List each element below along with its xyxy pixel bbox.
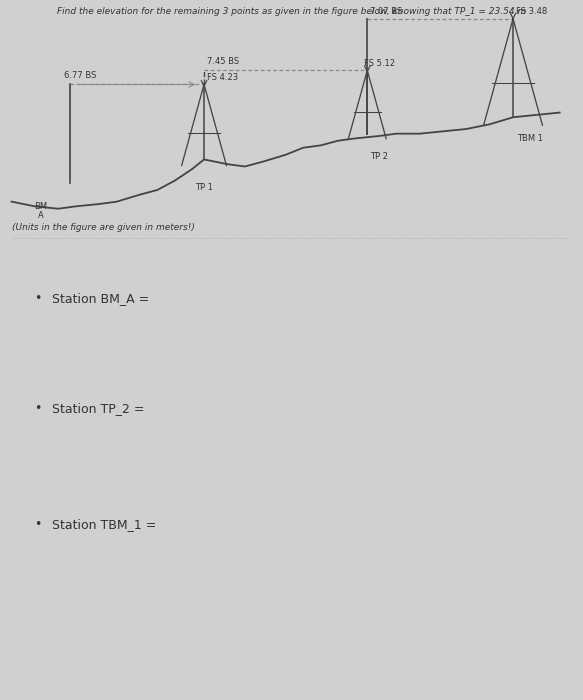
- Text: Station TBM_1 =: Station TBM_1 =: [52, 518, 157, 531]
- Text: Station TP_2 =: Station TP_2 =: [52, 402, 145, 415]
- Text: BM
A: BM A: [34, 202, 47, 220]
- Text: Station BM_A =: Station BM_A =: [52, 292, 150, 304]
- Text: 7.07 BS: 7.07 BS: [370, 8, 402, 16]
- Text: FS 4.23: FS 4.23: [207, 73, 238, 82]
- Text: (Units in the figure are given in meters!): (Units in the figure are given in meters…: [12, 223, 195, 232]
- Text: FS 3.48: FS 3.48: [516, 8, 547, 16]
- Text: Find the elevation for the remaining 3 points as given in the figure below, know: Find the elevation for the remaining 3 p…: [57, 7, 526, 16]
- Text: •: •: [34, 402, 41, 415]
- Text: •: •: [34, 518, 41, 531]
- Text: TBM 1: TBM 1: [518, 134, 543, 143]
- Text: 7.45 BS: 7.45 BS: [207, 57, 239, 66]
- Text: TP 1: TP 1: [195, 183, 213, 192]
- Text: FS 5.12: FS 5.12: [364, 59, 395, 68]
- Text: TP 2: TP 2: [370, 153, 388, 162]
- Text: 6.77 BS: 6.77 BS: [64, 71, 97, 80]
- Text: •: •: [34, 292, 41, 304]
